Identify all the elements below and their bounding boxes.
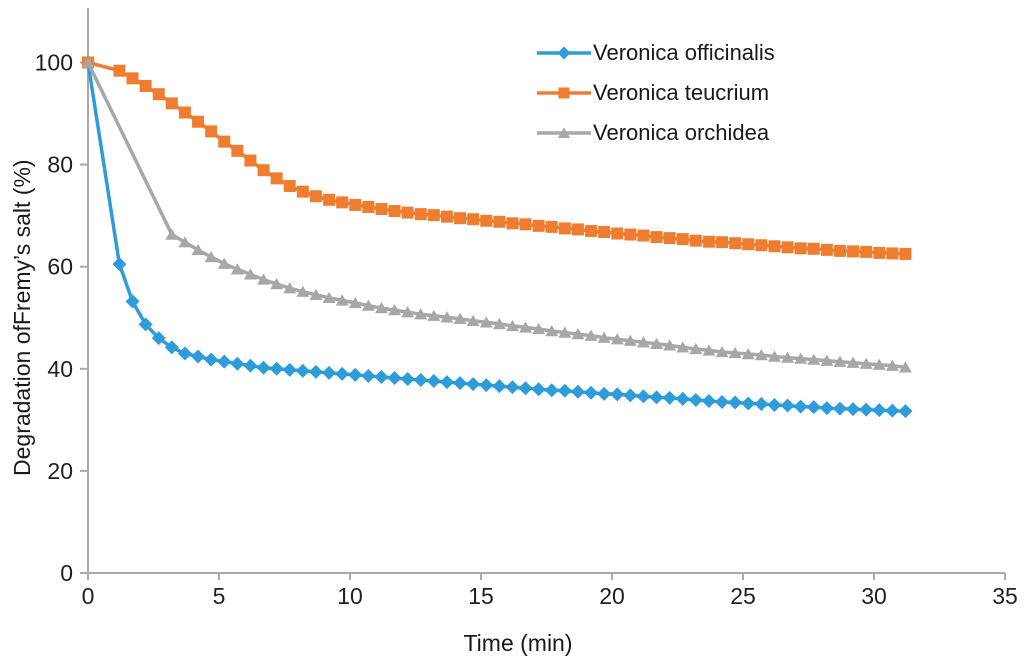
- legend-item-veronica-officinalis: Veronica officinalis: [537, 39, 775, 66]
- svg-text:40: 40: [47, 356, 73, 382]
- svg-text:15: 15: [468, 583, 494, 609]
- svg-text:20: 20: [47, 458, 73, 484]
- legend-label-veronica-teucrium: Veronica teucrium: [593, 79, 770, 105]
- svg-text:60: 60: [47, 254, 73, 280]
- svg-text:30: 30: [861, 583, 887, 609]
- legend-item-veronica-teucrium: Veronica teucrium: [537, 79, 775, 106]
- svg-text:5: 5: [213, 583, 226, 609]
- svg-text:100: 100: [35, 50, 73, 76]
- svg-text:35: 35: [992, 583, 1018, 609]
- diamond-marker-icon: [537, 45, 591, 61]
- square-marker-icon: [537, 85, 591, 101]
- legend-item-veronica-orchidea: Veronica orchidea: [537, 119, 775, 146]
- svg-text:80: 80: [47, 152, 73, 178]
- svg-text:25: 25: [730, 583, 756, 609]
- svg-text:10: 10: [337, 583, 363, 609]
- y-axis-title: Degradation ofFremy’s salt (%): [9, 159, 35, 476]
- x-axis-title: Time (min): [463, 630, 573, 656]
- triangle-marker-icon: [537, 125, 591, 141]
- legend-label-veronica-orchidea: Veronica orchidea: [593, 119, 770, 145]
- legend: Veronica officinalis Veronica teucrium V…: [537, 39, 775, 146]
- svg-text:0: 0: [60, 560, 73, 586]
- svg-text:0: 0: [82, 583, 95, 609]
- svg-text:20: 20: [599, 583, 625, 609]
- legend-label-veronica-officinalis: Veronica officinalis: [593, 39, 775, 65]
